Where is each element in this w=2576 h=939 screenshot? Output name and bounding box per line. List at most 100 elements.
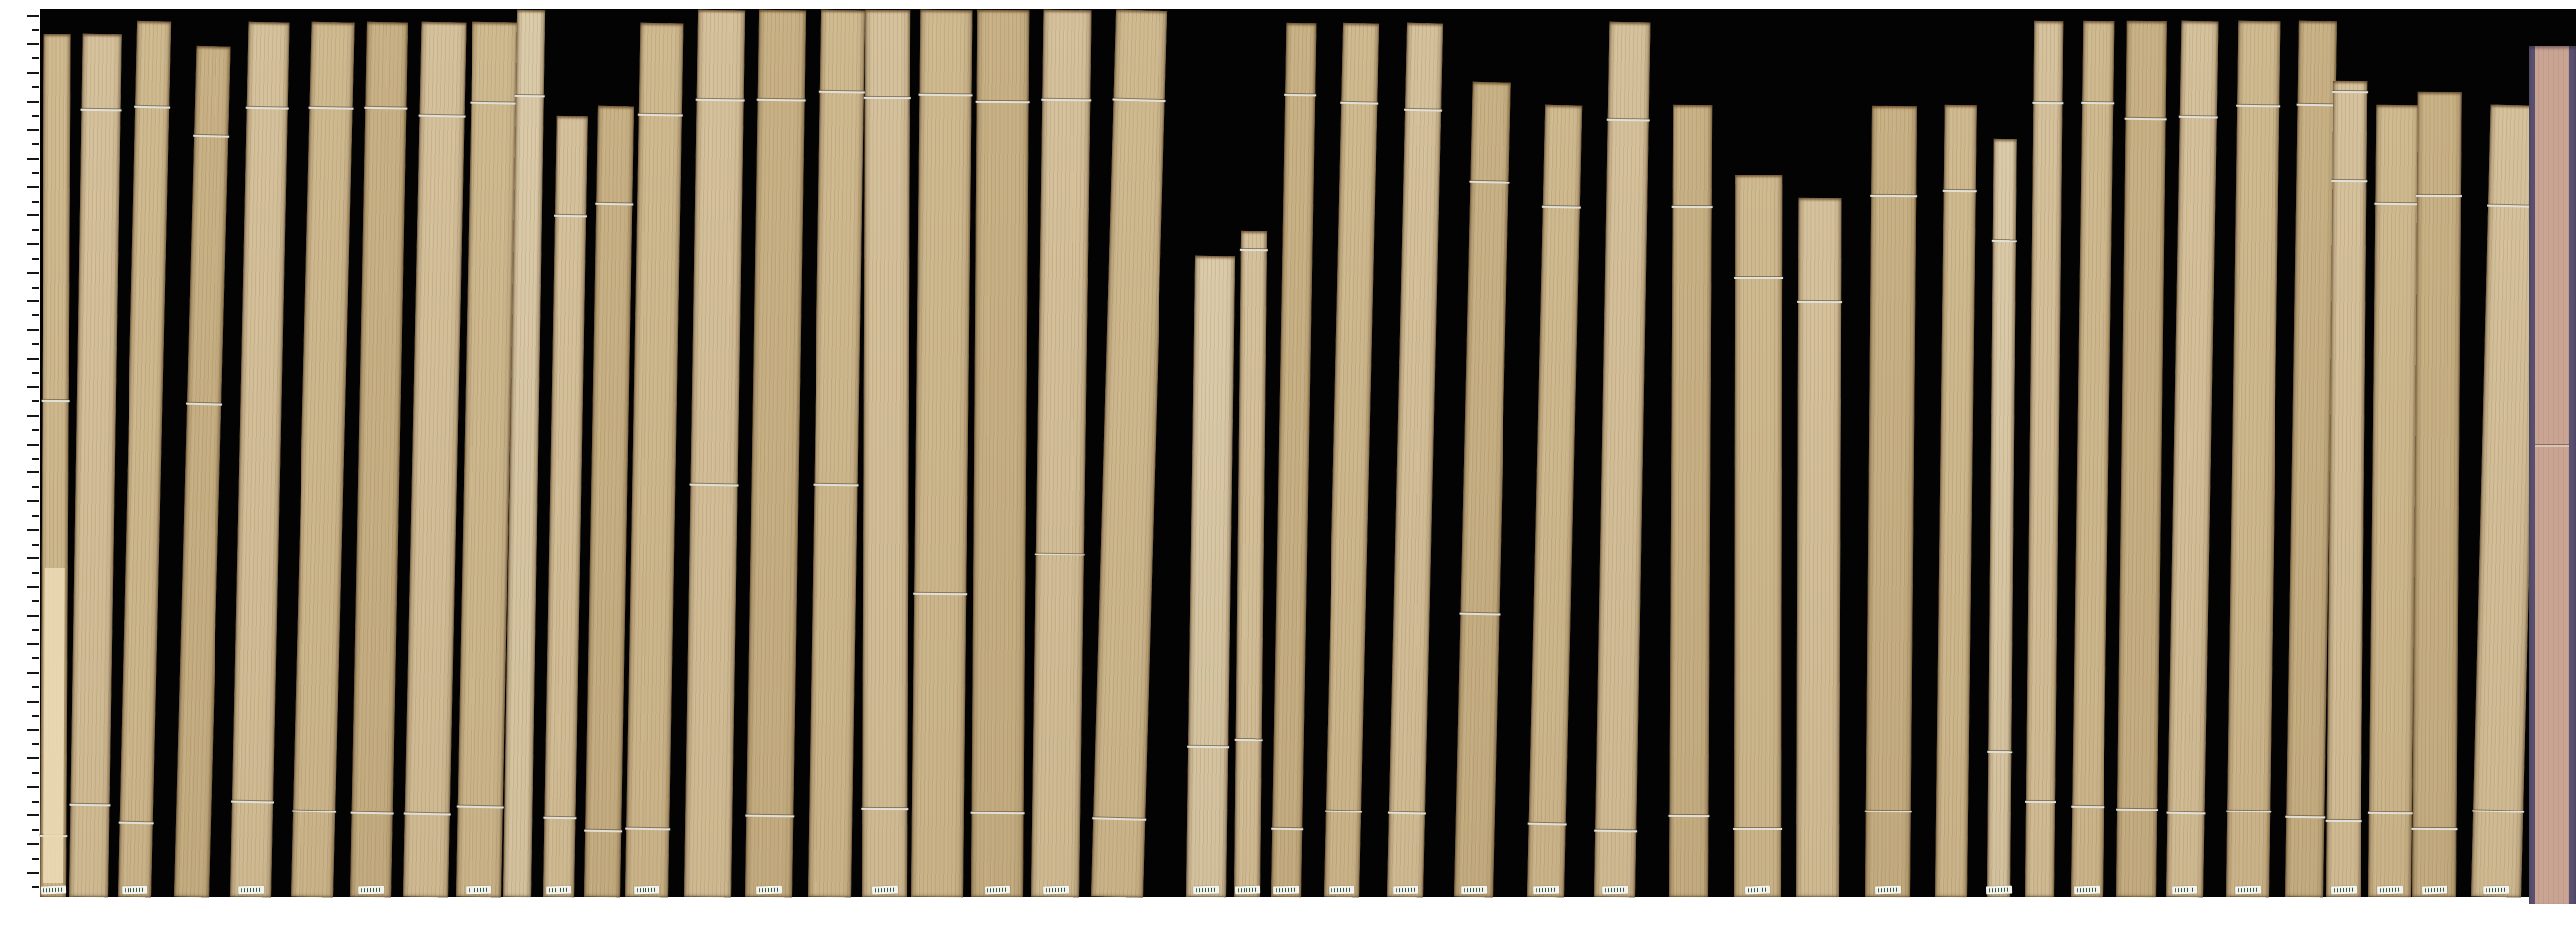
splice-seam	[1034, 553, 1085, 556]
splice-seam	[41, 399, 70, 403]
splice-seam	[308, 106, 354, 110]
ruler-tick	[32, 57, 39, 60]
splice-seam	[118, 821, 154, 825]
splice-seam	[2367, 811, 2413, 815]
splice-seam	[2166, 811, 2206, 815]
ruler-tick	[27, 728, 39, 731]
barcode-label	[1392, 885, 1418, 895]
ruler-tick	[32, 857, 39, 860]
ruler-tick	[27, 843, 39, 846]
splice-seam	[231, 800, 275, 804]
ruler-tick	[32, 629, 39, 632]
splice-seam	[2331, 179, 2368, 183]
splice-seam	[1527, 822, 1567, 826]
splice-seam	[1797, 300, 1843, 304]
wood-plank	[1864, 105, 1918, 898]
barcode-label	[2330, 885, 2357, 895]
ruler-tick	[32, 742, 39, 745]
splice-seam	[745, 814, 795, 818]
ruler-tick	[27, 272, 39, 275]
barcode-label	[2376, 885, 2403, 895]
barcode-label	[1744, 885, 1771, 895]
wood-plank	[1668, 104, 1713, 898]
splice-seam	[1041, 98, 1092, 102]
splice-seam	[918, 93, 973, 97]
splice-seam	[595, 202, 634, 206]
ruler-tick	[32, 343, 39, 346]
splice-seam	[1594, 829, 1638, 833]
barcode-label	[1601, 885, 1628, 895]
barcode-label	[546, 885, 572, 895]
splice-seam	[1987, 750, 2013, 754]
ruler-tick	[27, 128, 39, 131]
ruler-tick	[32, 771, 39, 774]
splice-seam	[2296, 103, 2337, 107]
ruler-tick	[27, 243, 39, 246]
ruler-tick	[27, 614, 39, 617]
wood-plank	[2367, 104, 2420, 898]
splice-seam	[584, 829, 623, 833]
splice-seam	[2236, 104, 2281, 108]
ruler-tick	[27, 443, 39, 446]
ruler-tick	[27, 71, 39, 74]
wood-plank	[2325, 80, 2369, 898]
splice-seam	[364, 106, 408, 110]
splice-seam	[625, 827, 671, 831]
barcode-label	[40, 885, 66, 895]
splice-seam	[2025, 800, 2057, 804]
splice-seam	[2374, 202, 2420, 206]
splice-seam	[2226, 810, 2272, 813]
ruler-tick	[32, 886, 39, 889]
ruler-tick	[32, 686, 39, 689]
splice-seam	[2535, 445, 2569, 447]
splice-seam	[2124, 117, 2167, 121]
splice-seam	[1734, 276, 1784, 280]
ruler-tick	[32, 600, 39, 603]
ruler-tick	[27, 471, 39, 474]
splice-seam	[292, 810, 337, 813]
wood-plank	[911, 9, 973, 898]
splice-seam	[403, 812, 451, 816]
splice-seam	[1324, 810, 1362, 813]
splice-seam	[913, 592, 968, 596]
barcode-label	[2172, 885, 2198, 895]
ruler-tick	[27, 529, 39, 532]
splice-seam	[80, 108, 122, 112]
splice-seam	[193, 134, 230, 138]
ruler-tick	[27, 300, 39, 302]
barcode-label	[1234, 885, 1260, 895]
splice-seam	[2332, 90, 2369, 94]
barcode-label	[1874, 885, 1901, 895]
ruler-tick	[32, 257, 39, 260]
splice-seam	[350, 811, 394, 815]
barcode-label	[1329, 885, 1355, 895]
ruler-tick	[27, 186, 39, 189]
ruler-tick	[27, 357, 39, 360]
ruler-tick	[27, 214, 39, 217]
ruler-tick	[32, 715, 39, 718]
ruler-tick	[32, 457, 39, 460]
splice-seam	[637, 113, 683, 117]
splice-seam	[1606, 118, 1650, 122]
ruler-tick	[32, 828, 39, 831]
splice-seam	[975, 100, 1030, 104]
ruler-tick	[27, 757, 39, 760]
splice-seam	[1991, 239, 2017, 243]
wood-plank	[39, 33, 71, 898]
barcode-label	[871, 885, 899, 895]
barcode-label	[1985, 885, 2012, 895]
ruler-tick	[32, 314, 39, 317]
ruler-tick	[32, 200, 39, 203]
ruler-tick	[32, 485, 39, 488]
splice-seam	[2081, 101, 2115, 105]
splice-seam	[456, 805, 504, 809]
splice-seam	[695, 98, 745, 102]
barcode-label	[2421, 885, 2447, 895]
splice-seam	[863, 96, 911, 100]
barcode-label	[634, 885, 660, 895]
barcode-label	[1460, 885, 1487, 895]
ruler-tick	[32, 29, 39, 32]
ruler-tick	[32, 514, 39, 517]
ruler-tick	[32, 228, 39, 231]
splice-seam	[756, 98, 806, 102]
